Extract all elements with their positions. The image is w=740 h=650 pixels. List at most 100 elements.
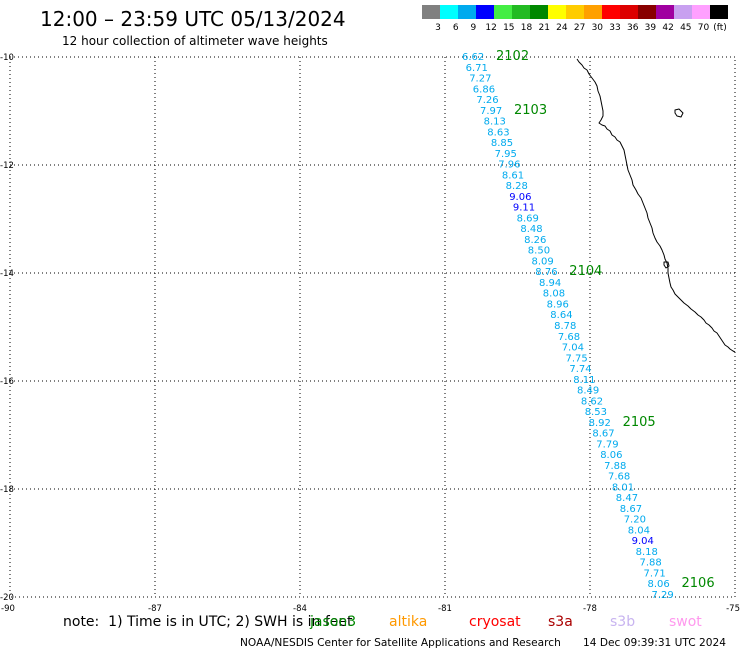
wave-height-value: 7.79: [596, 439, 618, 450]
generated-timestamp: 14 Dec 09:39:31 UTC 2024: [583, 637, 726, 649]
colorbar-tick-label: 27: [574, 23, 585, 33]
altimeter-track: 6.62 2102 6.717.276.867.267.97 2103 8.138.63…: [462, 49, 715, 601]
wave-height-value: 9.04: [632, 536, 654, 547]
wave-height-value: 7.97: [480, 106, 502, 117]
wave-height-value: 8.04: [628, 525, 650, 536]
lon-label: -84: [293, 604, 307, 614]
wave-height-value: 8.69: [517, 213, 539, 224]
wave-height-value: 8.48: [520, 224, 542, 235]
pass-number-label: 2103: [514, 103, 547, 118]
wave-height-value: 8.06: [648, 579, 670, 590]
wave-height-value: 7.04: [562, 343, 584, 354]
wave-height-value: 8.50: [528, 246, 550, 257]
wave-height-value: 8.61: [502, 170, 524, 181]
coastline: [576, 58, 736, 353]
wave-height-value: 8.96: [547, 300, 569, 311]
wave-height-value: 8.01: [612, 482, 634, 493]
footnote: note: 1) Time is in UTC; 2) SWH is in fe…: [63, 614, 353, 630]
colorbar-cell: [674, 5, 692, 19]
colorbar-tick-label: 42: [662, 23, 673, 33]
pass-number-label: 2105: [623, 415, 656, 430]
wave-height-value: 9.06: [509, 192, 531, 203]
colorbar-cell: [494, 5, 512, 19]
colorbar-tick-label: 30: [592, 23, 604, 33]
lat-label: -16: [0, 377, 14, 387]
colorbar-tick-label: 36: [627, 23, 639, 33]
wave-height-value: 7.71: [644, 569, 666, 580]
wave-height-value: 7.26: [476, 95, 498, 106]
lat-label: -14: [0, 269, 14, 279]
latitude-gridlines: [10, 164, 735, 490]
colorbar-cell: [692, 5, 710, 19]
legend-item-s3a: s3a: [548, 614, 573, 630]
wave-height-value: 6.62: [462, 52, 484, 63]
wave-height-value: 8.13: [484, 117, 506, 128]
lon-label: -81: [438, 604, 452, 614]
colorbar-cell: [620, 5, 638, 19]
wave-height-value: 8.62: [581, 396, 603, 407]
legend-item-s3b: s3b: [610, 614, 635, 630]
wave-height-value: 6.86: [473, 84, 495, 95]
latitude-labels: -10 -12 -14 -16 -18 -20: [0, 53, 14, 603]
colorbar-tick-label: 15: [503, 23, 514, 33]
wave-height-value: 8.67: [620, 504, 642, 515]
colorbar-cell: [440, 5, 458, 19]
page-subtitle: 12 hour collection of altimeter wave hei…: [62, 34, 328, 48]
pass-number-label: 2104: [569, 264, 602, 279]
lat-label: -10: [0, 53, 14, 63]
colorbar-tick-label: 39: [645, 23, 657, 33]
wave-height-value: 8.67: [592, 429, 614, 440]
legend-item-cryosat: cryosat: [469, 614, 521, 630]
wave-height-value: 8.09: [532, 256, 554, 267]
wave-height-value: 9.11: [513, 203, 535, 214]
wave-height-value: 8.06: [600, 450, 622, 461]
colorbar-tick-label: 3: [435, 23, 441, 33]
colorbar-cell: [476, 5, 494, 19]
colorbar-cell: [458, 5, 476, 19]
wave-height-value: 8.28: [506, 181, 528, 192]
colorbar-unit-label: (ft): [713, 23, 727, 33]
wave-height-value: 8.76: [535, 267, 557, 278]
wave-height-value: 8.78: [554, 321, 576, 332]
legend-item-jason3: jason3: [309, 614, 356, 630]
wave-height-value: 7.74: [569, 364, 591, 375]
pass-number-label: 2102: [496, 49, 529, 64]
map-area: -10 -12 -14 -16 -18 -20 -90 -87 -84 -81 …: [0, 49, 740, 614]
wave-height-value: 6.71: [466, 63, 488, 74]
wave-height-value: 8.49: [577, 386, 599, 397]
wave-height-value: 7.68: [608, 472, 630, 483]
wave-height-value: 8.64: [550, 310, 572, 321]
wave-height-value: 8.94: [539, 278, 561, 289]
wave-height-value: 7.95: [495, 149, 517, 160]
credit-line: NOAA/NESDIS Center for Satellite Applica…: [240, 637, 561, 649]
colorbar-tick-label: 70: [698, 23, 710, 33]
wave-height-value: 8.18: [636, 547, 658, 558]
wave-height-value: 8.11: [573, 375, 595, 386]
wave-height-value: 8.47: [616, 493, 638, 504]
wave-height-value: 7.88: [604, 461, 626, 472]
wave-height-value: 8.26: [524, 235, 546, 246]
wave-height-value: 8.08: [543, 289, 565, 300]
coastline-inlet: [663, 261, 670, 269]
wave-height-value: 8.53: [585, 407, 607, 418]
colorbar-tick-label: 24: [556, 23, 568, 33]
colorbar-cell: [422, 5, 440, 19]
colorbar-cell: [656, 5, 674, 19]
longitude-labels: -90 -87 -84 -81 -78 -75: [1, 604, 740, 614]
lat-label: -12: [0, 161, 14, 171]
lon-label: -78: [583, 604, 597, 614]
colorbar-cell: [530, 5, 548, 19]
wave-height-value: 7.68: [558, 332, 580, 343]
lon-label: -75: [726, 604, 740, 614]
wave-height-value: 7.75: [566, 353, 588, 364]
wave-height-value: 8.85: [491, 138, 513, 149]
wave-height-value: 7.96: [498, 160, 520, 171]
colorbar-tick-label: 45: [680, 23, 691, 33]
colorbar-tick-label: 6: [453, 23, 459, 33]
colorbar-tick-label: 21: [538, 23, 549, 33]
colorbar-cell: [638, 5, 656, 19]
colorbar-tick-label: 18: [521, 23, 533, 33]
lat-label: -20: [0, 593, 14, 603]
colorbar-cell: [602, 5, 620, 19]
